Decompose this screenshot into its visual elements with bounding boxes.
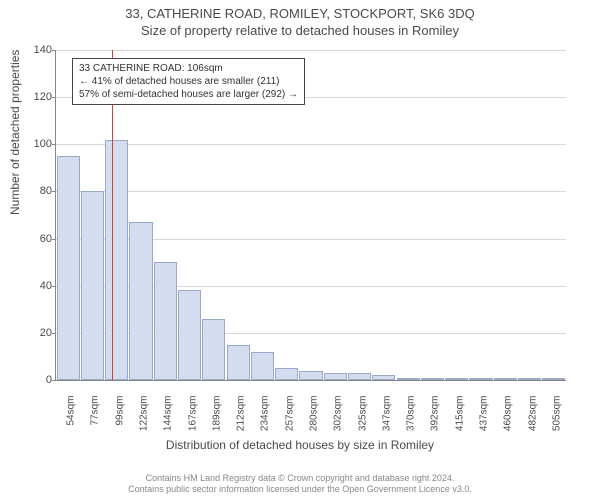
bar (469, 378, 492, 380)
annotation-line-3: 57% of semi-detached houses are larger (… (79, 88, 298, 101)
y-tick-label: 0 (26, 374, 52, 386)
y-tick-label: 20 (26, 327, 52, 339)
footer-line-1: Contains HM Land Registry data © Crown c… (0, 473, 600, 485)
chart-container: 33, CATHERINE ROAD, ROMILEY, STOCKPORT, … (0, 0, 600, 500)
bar (105, 140, 128, 380)
bar (275, 368, 298, 380)
annotation-line-2: ← 41% of detached houses are smaller (21… (79, 75, 298, 88)
bar (129, 222, 152, 380)
bar (227, 345, 250, 380)
grid-line (56, 144, 566, 145)
y-tick-label: 140 (26, 44, 52, 56)
bar (348, 373, 371, 380)
y-axis-label: Number of detached properties (8, 50, 22, 215)
bar (57, 156, 80, 380)
x-axis-label: Distribution of detached houses by size … (0, 438, 600, 452)
footer-line-2: Contains public sector information licen… (0, 484, 600, 496)
bar (494, 378, 517, 380)
y-tick-label: 100 (26, 138, 52, 150)
annotation-box: 33 CATHERINE ROAD: 106sqm ← 41% of detac… (72, 58, 305, 105)
bar (299, 371, 322, 380)
y-tick-label: 80 (26, 185, 52, 197)
bar (178, 290, 201, 380)
bar (324, 373, 347, 380)
bar (202, 319, 225, 380)
bar (445, 378, 468, 380)
bar (372, 375, 395, 380)
y-tick-label: 40 (26, 280, 52, 292)
bar (81, 191, 104, 380)
footer: Contains HM Land Registry data © Crown c… (0, 473, 600, 496)
bar (421, 378, 444, 380)
bar (251, 352, 274, 380)
bar (154, 262, 177, 380)
y-tick-label: 60 (26, 233, 52, 245)
bar (397, 378, 420, 380)
bar (518, 378, 541, 380)
page-title: 33, CATHERINE ROAD, ROMILEY, STOCKPORT, … (0, 0, 600, 21)
y-tick-label: 120 (26, 91, 52, 103)
bar (542, 378, 565, 380)
grid-line (56, 50, 566, 51)
annotation-line-1: 33 CATHERINE ROAD: 106sqm (79, 62, 298, 75)
grid-line (56, 191, 566, 192)
page-subtitle: Size of property relative to detached ho… (0, 21, 600, 38)
